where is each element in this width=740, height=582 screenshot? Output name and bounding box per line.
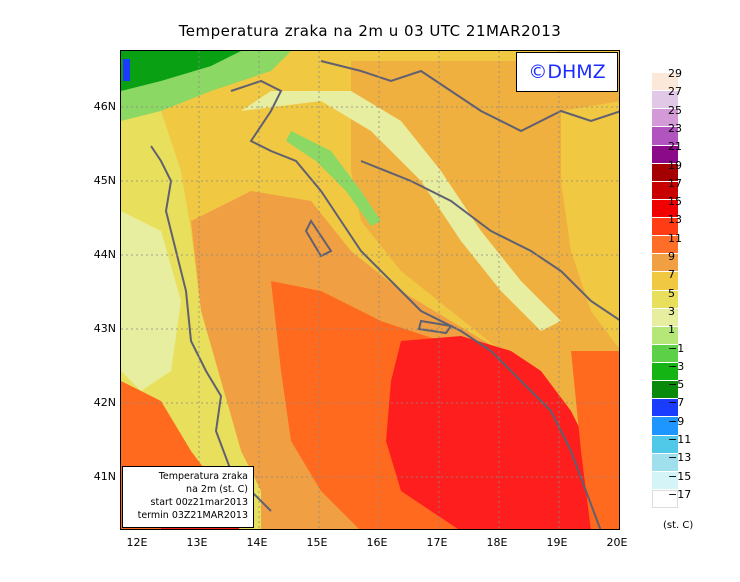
legend-label: 13 — [668, 213, 682, 227]
legend-swatch — [652, 399, 678, 418]
legend-swatch — [652, 290, 678, 309]
lat-label-43n: 43N — [93, 322, 116, 335]
legend-swatch — [652, 326, 678, 345]
legend-label: 5 — [668, 286, 675, 300]
legend-label: 7 — [668, 268, 675, 282]
island-2 — [417, 319, 453, 335]
legend-label: −15 — [668, 469, 692, 483]
lon-label-12e: 12E — [126, 536, 148, 549]
legend-label: 3 — [668, 304, 675, 318]
color-legend — [652, 73, 678, 508]
lon-label-16e: 16E — [366, 536, 388, 549]
lon-label-20e: 20E — [606, 536, 628, 549]
adriatic-hot-core — [386, 336, 591, 529]
map-canvas — [121, 51, 619, 529]
graticule — [121, 51, 619, 529]
legend-swatch — [652, 471, 678, 490]
lat-label-45n: 45N — [93, 174, 116, 187]
legend-swatch — [652, 91, 678, 110]
legend-swatch — [652, 163, 678, 182]
lat-label-42n: 42N — [93, 396, 116, 409]
border-inland — [360, 160, 619, 321]
legend-label: 9 — [668, 250, 675, 263]
legend-swatch — [652, 73, 678, 92]
legend-swatch — [652, 489, 678, 508]
lon-label-19e: 19E — [546, 536, 568, 549]
legend-label: 21 — [668, 140, 682, 154]
italy-pale — [121, 211, 181, 391]
lat-label-41n: 41N — [93, 470, 116, 483]
island-1 — [304, 219, 333, 258]
lon-label-17e: 17E — [426, 536, 448, 549]
legend-swatch — [652, 417, 678, 436]
temperature-map — [120, 50, 620, 530]
legend-label: 29 — [668, 67, 682, 80]
legend-swatch — [652, 127, 678, 146]
legend-label: −7 — [668, 396, 685, 410]
info-line-4: termin 03Z21MAR2013 — [137, 510, 248, 521]
legend-label: −13 — [668, 451, 692, 465]
info-line-3: start 00z21mar2013 — [150, 497, 248, 508]
border-north — [320, 60, 619, 133]
coastline-croatia — [230, 79, 602, 529]
legend-label: 17 — [668, 176, 682, 190]
lat-label-46n: 46N — [93, 100, 116, 113]
legend-swatch — [652, 254, 678, 273]
legend-label: −17 — [668, 487, 692, 501]
lon-label-15e: 15E — [306, 536, 328, 549]
legend-swatch — [652, 199, 678, 218]
legend-swatch — [652, 236, 678, 255]
lon-label-18e: 18E — [486, 536, 508, 549]
coldest-spot — [123, 59, 130, 81]
legend-label: 25 — [668, 103, 682, 117]
lon-label-13e: 13E — [186, 536, 208, 549]
legend-label: −9 — [668, 414, 685, 428]
legend-swatch — [652, 435, 678, 454]
legend-swatch — [652, 272, 678, 291]
legend-label: 15 — [668, 195, 682, 209]
legend-swatch — [652, 363, 678, 382]
lat-label-44n: 44N — [93, 248, 116, 261]
legend-label: −5 — [668, 378, 685, 392]
legend-label: −1 — [668, 341, 685, 355]
legend-swatch — [652, 344, 678, 363]
velebit-green — [286, 131, 381, 226]
legend-swatch — [652, 145, 678, 164]
northern-pale-belt — [241, 91, 561, 331]
inland-pale — [561, 101, 619, 349]
legend-label: 27 — [668, 85, 682, 99]
legend-label: −3 — [668, 359, 685, 373]
legend-swatch — [652, 181, 678, 200]
info-line-1: Temperatura zraka — [158, 471, 248, 482]
legend-swatch — [652, 109, 678, 128]
lon-label-14e: 14E — [246, 536, 268, 549]
legend-label: 23 — [668, 121, 682, 135]
legend-swatch — [652, 218, 678, 237]
map-title: Temperatura zraka na 2m u 03 UTC 21MAR20… — [178, 22, 562, 40]
northern-cold-core — [121, 51, 241, 91]
legend-unit: (st. C) — [663, 520, 694, 531]
info-box: Temperatura zraka na 2m (st. C) start 00… — [122, 466, 254, 528]
albania-orange — [571, 351, 619, 529]
legend-label: −11 — [668, 433, 692, 446]
legend-label: 11 — [668, 231, 682, 245]
legend-swatch — [652, 453, 678, 472]
dhmz-logo: ©DHMZ — [516, 52, 618, 92]
legend-label: 19 — [668, 158, 682, 172]
legend-label: 1 — [668, 323, 675, 337]
info-line-2: na 2m (st. C) — [186, 484, 248, 495]
legend-swatch — [652, 381, 678, 400]
legend-swatch — [652, 308, 678, 327]
